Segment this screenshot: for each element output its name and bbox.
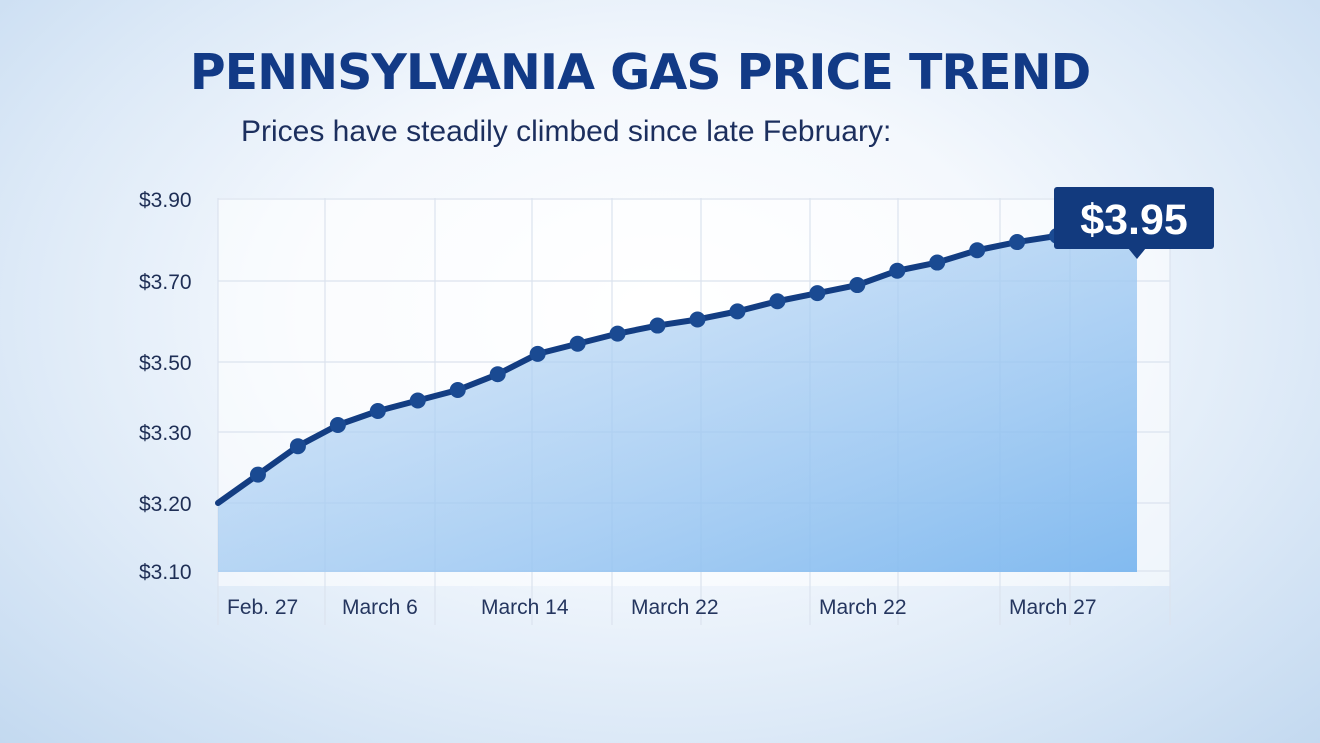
y-tick-label: $3.20 [139,493,192,516]
y-tick-label: $3.10 [139,561,192,584]
x-tick-label: March 27 [1009,596,1097,619]
y-tick-label: $3.50 [139,352,192,375]
callout-label: $3.95 [1080,196,1188,244]
data-point [449,382,466,398]
data-point [889,262,906,279]
data-point [769,293,786,310]
data-point [529,345,546,362]
data-point [729,303,746,320]
data-point [689,311,706,328]
y-tick-label: $3.90 [139,189,192,212]
x-tick-label: March 22 [819,596,907,619]
data-point [969,242,986,259]
data-point [409,392,426,409]
data-point [489,366,506,383]
price-callout: $3.95 [1054,187,1214,259]
y-tick-label: $3.30 [139,422,192,445]
x-axis-labels: Feb. 27 March 6 March 14 March 22 March 22 Ma… [227,596,1097,619]
area-fill-path [218,227,1137,572]
data-point [1009,234,1026,251]
data-points [249,218,1147,483]
data-point [249,466,266,483]
y-tick-label: $3.70 [139,271,192,294]
callout-pointer [1128,248,1146,259]
data-point [609,325,626,342]
data-point [289,438,306,455]
data-point [849,277,866,294]
callout-box [1054,187,1214,249]
data-point [929,254,946,271]
x-tick-label: March 6 [342,596,418,619]
y-axis-labels: $3.10 $3.20 $3.30 $3.50 $3.70 $3.90 [139,189,192,584]
x-tick-label: Feb. 27 [227,596,298,619]
area-fill [218,227,1137,572]
data-point [649,317,666,334]
chart-title: PENNSYLVANIA GAS PRICE TREND [189,44,1092,101]
data-point [569,335,586,352]
data-point [329,417,346,433]
chart-subtitle: Prices have steadily climbed since late … [241,115,892,148]
x-tick-label: March 22 [631,596,719,619]
data-point [369,403,386,419]
data-point [809,285,826,302]
x-tick-label: March 14 [481,596,569,619]
